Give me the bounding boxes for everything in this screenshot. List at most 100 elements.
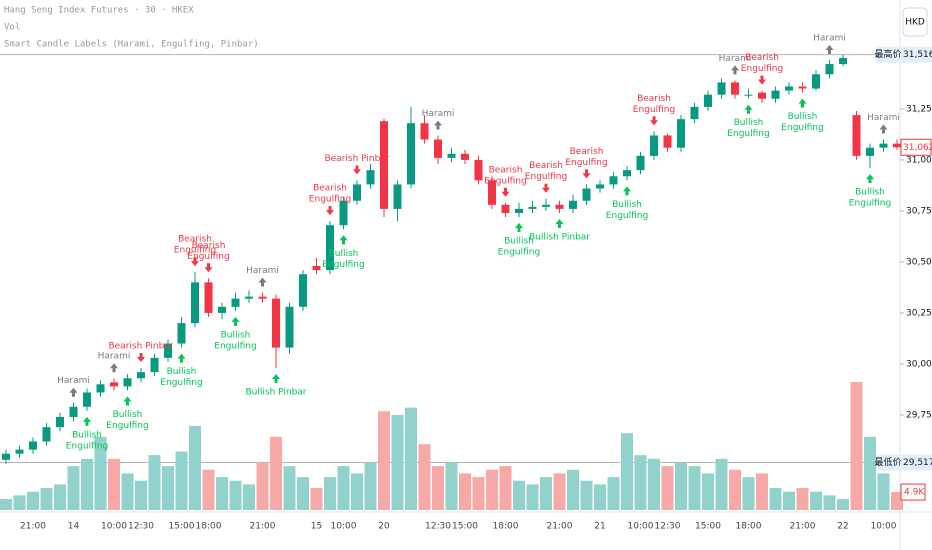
volume-bar [661,466,674,510]
volume-bar [162,466,174,510]
candle-body [231,298,240,307]
pattern-label: Engulfing [174,246,216,256]
candle-body [852,115,861,156]
volume-bar [567,469,579,510]
currency-box[interactable] [902,7,928,37]
volume-bar [486,469,498,510]
candle-body [825,64,834,75]
candle-body [744,94,753,96]
arrow-down [191,257,199,267]
arrow-down [542,183,550,193]
volume-bar [729,469,741,510]
pattern-label: Bearish [489,165,523,175]
pattern-label: Engulfing [565,158,607,168]
y-tick-label: 30,250 [906,308,932,318]
volume-bar [175,451,188,510]
currency[interactable]: HKD [905,18,925,28]
volume-bar [67,466,80,510]
candle-body [447,153,456,158]
candle-body [339,200,348,226]
volume-bar [783,491,795,510]
candle-body [366,170,375,185]
pattern-label: Engulfing [849,199,891,209]
volume-bar [0,499,12,510]
marker-name: 最低价 [874,456,901,468]
candle-body [272,298,280,348]
y-tick-label: 30,750 [906,206,932,216]
volume-bar [526,484,539,510]
arrow-up [69,387,78,397]
candle-body [245,296,253,299]
arrow-down [501,187,510,197]
arrow-up [434,120,442,130]
x-tick-label: 21 [594,522,605,532]
candle-body [434,139,442,158]
marker-name-box [876,454,900,471]
pattern-label: Harami [719,54,752,64]
pattern-label: Bearish [313,184,347,194]
pattern-label: Engulfing [214,341,256,351]
volume-bar [837,499,849,510]
volume-bar [148,455,161,510]
x-tick-label: 22 [837,522,848,532]
volume-bar [459,473,471,510]
volume-bar [337,466,350,510]
pattern-label: Bullish [72,430,102,440]
arrow-down [326,206,334,216]
arrow-up [83,416,91,426]
x-tick-label: 18:00 [736,522,762,532]
arrow-up [177,353,186,363]
arrow-up [555,218,564,228]
volume-bar [202,469,215,510]
candle-body [515,208,523,213]
y-tick-label: 30,000 [906,359,932,369]
axis-layer: 29,750 30,000 30,250 30,500 30,750 31,000 31,2… [20,46,932,532]
x-tick-label: 12:30 [425,522,451,532]
pattern-label: Bullish [167,367,197,377]
volume-bar [391,414,404,510]
marker-name-box [876,46,900,63]
candle-body [42,427,51,442]
marker-box [901,46,932,63]
pattern-label: Engulfing [322,260,364,270]
pattern-label: Bearish [192,241,226,251]
pattern-label: Bullish Pinbar [529,232,590,242]
candle-body [299,274,307,307]
volume-bar [553,473,566,510]
volume-bar [688,466,701,510]
candle-body [137,372,145,379]
candle-body [690,106,699,120]
candle-body [501,204,510,213]
candle-body [758,92,766,99]
candle-body [393,184,402,209]
marker-label: 31,516 [903,50,932,60]
volume-bar [270,436,282,510]
volume-bar [405,407,417,510]
candle-body [56,416,64,428]
pattern-label: Bearish [745,53,779,63]
x-tick-label: 10:00 [331,522,357,532]
pattern-label: Engulfing [781,123,823,133]
candle-body [663,135,672,148]
candle-body [258,296,267,299]
pattern-label: Harami [422,109,455,119]
pattern-label: Engulfing [106,421,148,431]
pattern-label: Bullish [504,237,534,247]
x-tick-label: 18:00 [493,522,519,532]
candle-body [407,123,415,185]
x-tick-label: 18:00 [196,522,222,532]
volume-bar [756,473,768,510]
arrow-up [731,65,739,75]
candle-body [582,188,591,201]
candle-body [2,453,10,460]
candle-body [312,266,321,271]
volume-bar [850,382,863,510]
volume-bar [891,492,903,510]
candle-body [191,282,199,324]
candle-body [123,378,132,387]
x-tick-label: 12:30 [128,522,154,532]
arrow-up [272,374,280,384]
x-tick-label: 21:00 [250,522,276,532]
pattern-label: Harami [98,352,131,362]
candle-body [677,119,685,148]
